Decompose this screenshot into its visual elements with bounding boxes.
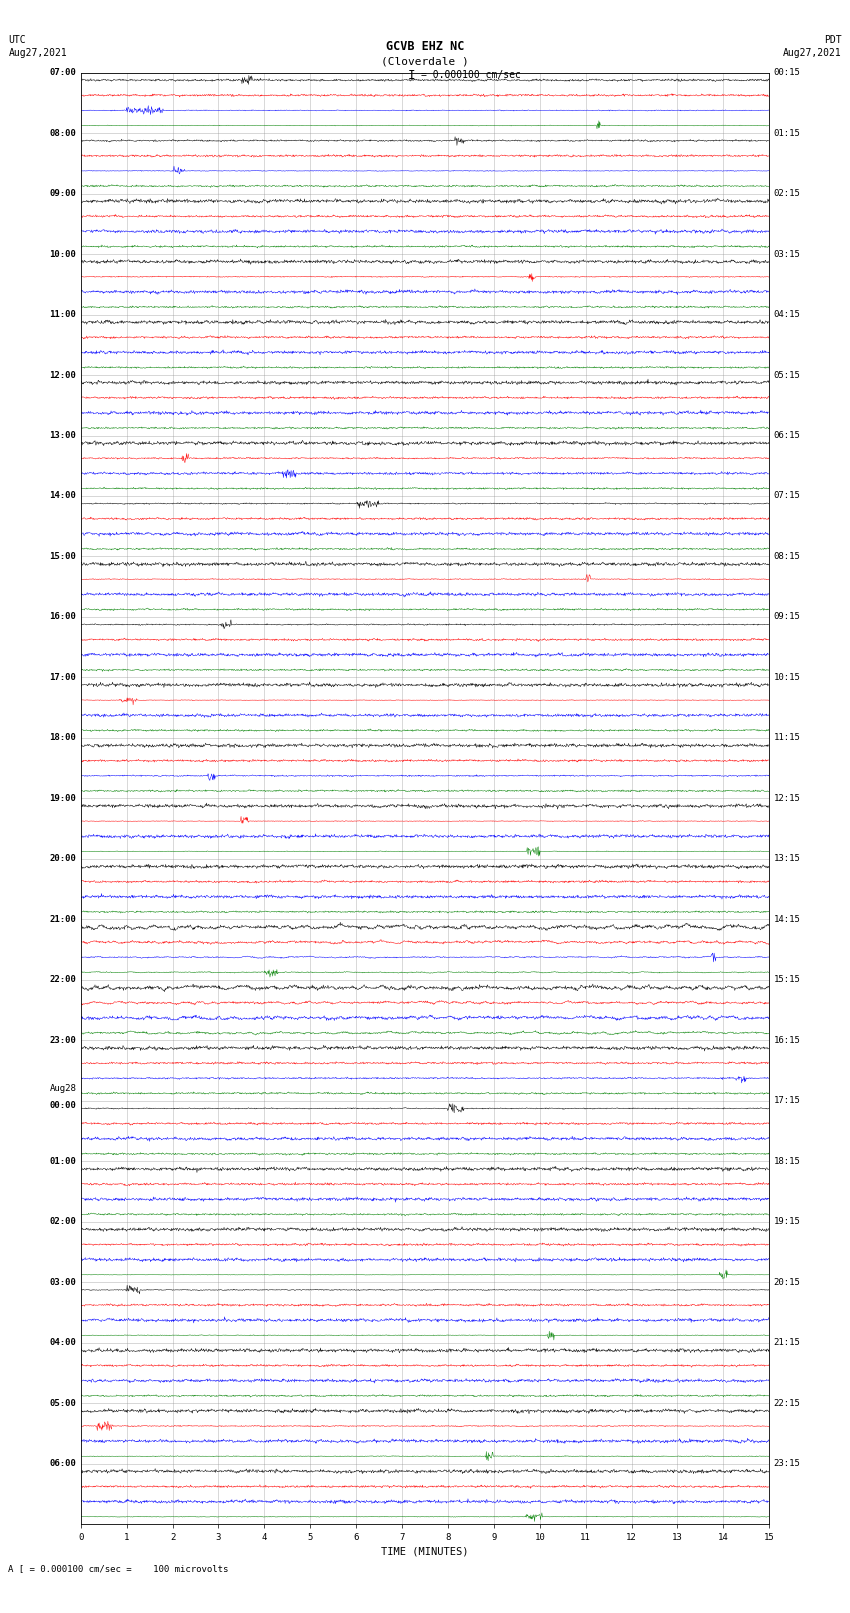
Text: PDT: PDT: [824, 35, 842, 45]
Text: 21:15: 21:15: [774, 1339, 801, 1347]
Text: 07:00: 07:00: [49, 68, 76, 77]
Text: 07:15: 07:15: [774, 492, 801, 500]
Text: 01:15: 01:15: [774, 129, 801, 137]
Text: Aug27,2021: Aug27,2021: [8, 48, 67, 58]
Text: 19:15: 19:15: [774, 1218, 801, 1226]
Text: 22:00: 22:00: [49, 976, 76, 984]
Text: Aug28: Aug28: [49, 1084, 76, 1094]
Text: UTC: UTC: [8, 35, 26, 45]
Text: 15:00: 15:00: [49, 552, 76, 561]
Text: 22:15: 22:15: [774, 1398, 801, 1408]
Text: 00:15: 00:15: [774, 68, 801, 77]
Text: 13:15: 13:15: [774, 855, 801, 863]
Text: 06:15: 06:15: [774, 431, 801, 440]
Text: 08:15: 08:15: [774, 552, 801, 561]
Text: 15:15: 15:15: [774, 976, 801, 984]
Text: 02:00: 02:00: [49, 1218, 76, 1226]
Text: 06:00: 06:00: [49, 1460, 76, 1468]
Text: 02:15: 02:15: [774, 189, 801, 198]
Text: 12:00: 12:00: [49, 371, 76, 379]
Text: 16:15: 16:15: [774, 1036, 801, 1045]
Text: 03:15: 03:15: [774, 250, 801, 258]
Text: 11:00: 11:00: [49, 310, 76, 319]
Text: = 0.000100 cm/sec: = 0.000100 cm/sec: [421, 69, 520, 81]
Text: 00:00: 00:00: [49, 1100, 76, 1110]
Text: 21:00: 21:00: [49, 915, 76, 924]
Text: 19:00: 19:00: [49, 794, 76, 803]
Text: 08:00: 08:00: [49, 129, 76, 137]
Text: 13:00: 13:00: [49, 431, 76, 440]
X-axis label: TIME (MINUTES): TIME (MINUTES): [382, 1547, 468, 1557]
Text: 23:00: 23:00: [49, 1036, 76, 1045]
Text: 16:00: 16:00: [49, 613, 76, 621]
Text: 10:00: 10:00: [49, 250, 76, 258]
Text: 17:00: 17:00: [49, 673, 76, 682]
Text: 18:15: 18:15: [774, 1157, 801, 1166]
Text: 04:00: 04:00: [49, 1339, 76, 1347]
Text: 17:15: 17:15: [774, 1097, 801, 1105]
Text: 05:00: 05:00: [49, 1398, 76, 1408]
Text: 09:00: 09:00: [49, 189, 76, 198]
Text: 20:15: 20:15: [774, 1277, 801, 1287]
Text: 05:15: 05:15: [774, 371, 801, 379]
Text: 03:00: 03:00: [49, 1277, 76, 1287]
Text: I: I: [408, 68, 415, 82]
Text: 23:15: 23:15: [774, 1460, 801, 1468]
Text: Aug27,2021: Aug27,2021: [783, 48, 842, 58]
Text: (Cloverdale ): (Cloverdale ): [381, 56, 469, 66]
Text: 09:15: 09:15: [774, 613, 801, 621]
Text: 12:15: 12:15: [774, 794, 801, 803]
Text: 10:15: 10:15: [774, 673, 801, 682]
Text: 14:15: 14:15: [774, 915, 801, 924]
Text: 18:00: 18:00: [49, 734, 76, 742]
Text: 11:15: 11:15: [774, 734, 801, 742]
Text: A [ = 0.000100 cm/sec =    100 microvolts: A [ = 0.000100 cm/sec = 100 microvolts: [8, 1565, 229, 1574]
Text: 01:00: 01:00: [49, 1157, 76, 1166]
Text: 14:00: 14:00: [49, 492, 76, 500]
Text: 20:00: 20:00: [49, 855, 76, 863]
Text: GCVB EHZ NC: GCVB EHZ NC: [386, 40, 464, 53]
Text: 04:15: 04:15: [774, 310, 801, 319]
